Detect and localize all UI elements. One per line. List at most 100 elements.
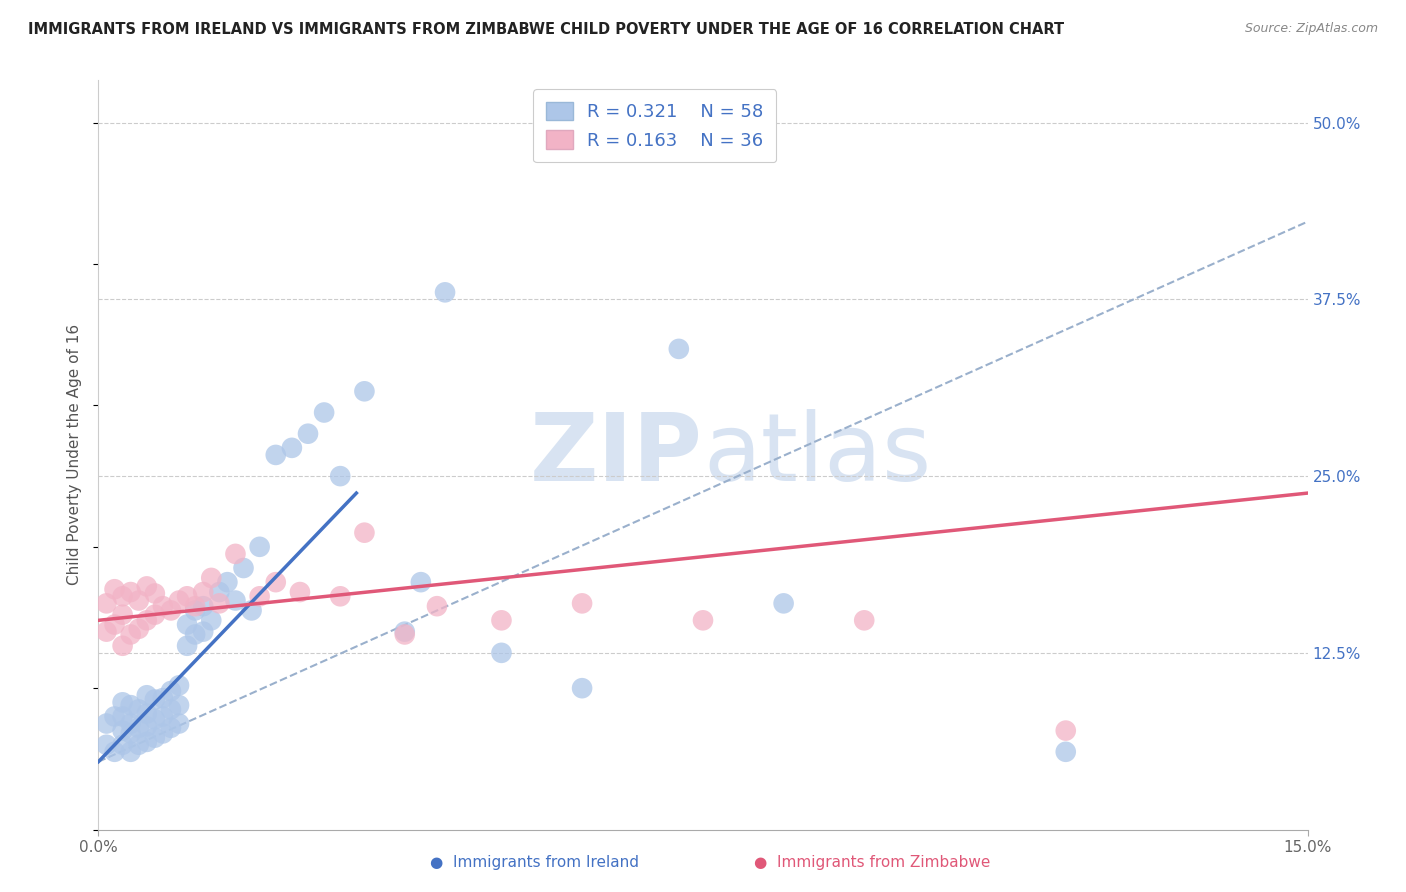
Point — [152, 691, 174, 706]
Point — [184, 627, 207, 641]
Point — [103, 709, 125, 723]
Point — [491, 646, 513, 660]
Point — [249, 540, 271, 554]
Point — [1054, 745, 1077, 759]
Point — [135, 579, 157, 593]
Point — [128, 702, 150, 716]
Point — [120, 698, 142, 713]
Text: IMMIGRANTS FROM IRELAND VS IMMIGRANTS FROM ZIMBABWE CHILD POVERTY UNDER THE AGE : IMMIGRANTS FROM IRELAND VS IMMIGRANTS FR… — [28, 22, 1064, 37]
Point — [297, 426, 319, 441]
Point — [128, 738, 150, 752]
Point — [128, 622, 150, 636]
Point — [314, 405, 336, 419]
Point — [111, 695, 134, 709]
Point — [571, 596, 593, 610]
Point — [111, 709, 134, 723]
Point — [853, 613, 876, 627]
Point — [111, 738, 134, 752]
Point — [111, 589, 134, 603]
Point — [111, 607, 134, 622]
Point — [571, 681, 593, 696]
Point — [128, 721, 150, 735]
Point — [160, 702, 183, 716]
Point — [160, 603, 183, 617]
Point — [167, 716, 190, 731]
Point — [120, 726, 142, 740]
Point — [152, 726, 174, 740]
Point — [329, 469, 352, 483]
Point — [1054, 723, 1077, 738]
Point — [135, 688, 157, 702]
Point — [143, 607, 166, 622]
Point — [143, 692, 166, 706]
Point — [329, 589, 352, 603]
Point — [143, 731, 166, 745]
Point — [96, 596, 118, 610]
Point — [160, 684, 183, 698]
Point — [152, 599, 174, 614]
Point — [135, 613, 157, 627]
Point — [96, 624, 118, 639]
Point — [184, 599, 207, 614]
Point — [491, 613, 513, 627]
Point — [249, 589, 271, 603]
Point — [120, 585, 142, 599]
Point — [96, 716, 118, 731]
Point — [394, 624, 416, 639]
Point — [668, 342, 690, 356]
Point — [120, 716, 142, 731]
Point — [111, 723, 134, 738]
Text: ●  Immigrants from Ireland: ● Immigrants from Ireland — [430, 855, 638, 870]
Point — [208, 596, 231, 610]
Point — [193, 585, 215, 599]
Point — [264, 448, 287, 462]
Point — [167, 593, 190, 607]
Point — [353, 525, 375, 540]
Point — [120, 627, 142, 641]
Text: ZIP: ZIP — [530, 409, 703, 501]
Point — [394, 627, 416, 641]
Point — [281, 441, 304, 455]
Point — [160, 721, 183, 735]
Point — [434, 285, 457, 300]
Point — [217, 575, 239, 590]
Text: atlas: atlas — [703, 409, 931, 501]
Point — [120, 745, 142, 759]
Point — [135, 706, 157, 721]
Point — [176, 639, 198, 653]
Point — [426, 599, 449, 614]
Point — [103, 617, 125, 632]
Point — [143, 712, 166, 726]
Point — [232, 561, 254, 575]
Point — [224, 593, 246, 607]
Point — [103, 745, 125, 759]
Point — [200, 571, 222, 585]
Text: ●  Immigrants from Zimbabwe: ● Immigrants from Zimbabwe — [754, 855, 990, 870]
Point — [103, 582, 125, 597]
Point — [200, 613, 222, 627]
Point — [208, 585, 231, 599]
Point — [409, 575, 432, 590]
Point — [288, 585, 311, 599]
Point — [772, 596, 794, 610]
Text: Source: ZipAtlas.com: Source: ZipAtlas.com — [1244, 22, 1378, 36]
Point — [96, 738, 118, 752]
Point — [143, 586, 166, 600]
Y-axis label: Child Poverty Under the Age of 16: Child Poverty Under the Age of 16 — [67, 325, 83, 585]
Point — [176, 589, 198, 603]
Point — [128, 593, 150, 607]
Legend: R = 0.321    N = 58, R = 0.163    N = 36: R = 0.321 N = 58, R = 0.163 N = 36 — [533, 89, 776, 162]
Point — [224, 547, 246, 561]
Point — [167, 678, 190, 692]
Point — [135, 735, 157, 749]
Point — [193, 599, 215, 614]
Point — [353, 384, 375, 399]
Point — [240, 603, 263, 617]
Point — [135, 719, 157, 733]
Point — [184, 603, 207, 617]
Point — [193, 624, 215, 639]
Point — [111, 639, 134, 653]
Point — [167, 698, 190, 713]
Point — [692, 613, 714, 627]
Point — [264, 575, 287, 590]
